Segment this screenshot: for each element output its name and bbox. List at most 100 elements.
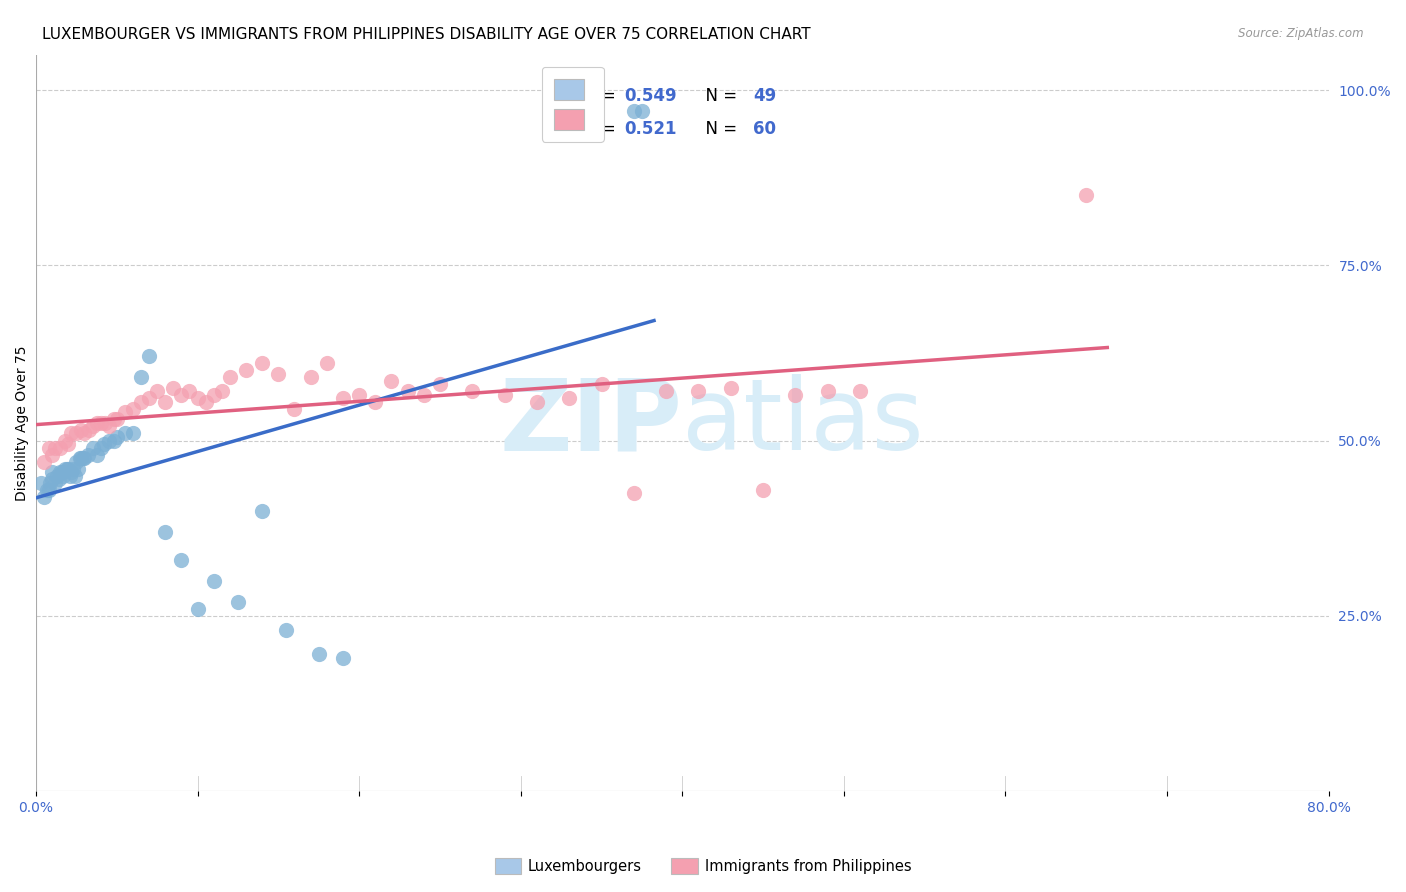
Point — [114, 405, 136, 419]
Point — [53, 434, 76, 448]
Text: atlas: atlas — [682, 375, 924, 472]
Point — [785, 388, 807, 402]
Text: R =: R = — [585, 120, 621, 137]
Point — [46, 468, 69, 483]
Point — [69, 450, 91, 465]
Point — [122, 426, 145, 441]
Text: N =: N = — [695, 87, 742, 105]
Point — [194, 395, 217, 409]
Point — [41, 448, 63, 462]
Text: 60: 60 — [754, 120, 776, 137]
Point — [49, 465, 72, 479]
Point — [62, 461, 84, 475]
Point — [179, 384, 201, 399]
Point — [461, 384, 484, 399]
Point — [186, 392, 208, 406]
Point — [226, 595, 249, 609]
Point — [155, 395, 177, 409]
Point — [94, 416, 117, 430]
Point — [73, 450, 96, 465]
Legend: , : , — [541, 67, 603, 142]
Point — [218, 370, 240, 384]
Point — [276, 623, 298, 637]
Point — [114, 426, 136, 441]
Point — [146, 384, 169, 399]
Point — [38, 483, 60, 497]
Point — [332, 650, 354, 665]
Y-axis label: Disability Age Over 75: Disability Age Over 75 — [15, 345, 30, 500]
Point — [93, 437, 115, 451]
Point — [60, 465, 83, 479]
Point — [65, 426, 87, 441]
Point — [103, 412, 125, 426]
Point — [412, 388, 434, 402]
Point — [155, 524, 177, 539]
Point — [63, 468, 86, 483]
Point — [48, 472, 70, 486]
Point — [299, 370, 322, 384]
Point — [51, 465, 73, 479]
Point — [86, 416, 108, 430]
Point — [38, 441, 60, 455]
Point — [526, 395, 548, 409]
Point — [70, 450, 93, 465]
Point — [77, 423, 100, 437]
Point — [60, 426, 83, 441]
Point — [44, 441, 66, 455]
Point — [817, 384, 839, 399]
Point — [250, 356, 273, 370]
Text: 0.521: 0.521 — [624, 120, 676, 137]
Point — [308, 647, 330, 661]
Point — [44, 475, 66, 490]
Point — [82, 441, 104, 455]
Point — [32, 454, 55, 468]
Point — [186, 601, 208, 615]
Point — [129, 370, 152, 384]
Point — [283, 401, 305, 416]
Point — [58, 461, 80, 475]
Point — [623, 486, 645, 500]
Point — [429, 377, 451, 392]
Point — [97, 434, 120, 448]
Point — [347, 388, 370, 402]
Point — [39, 475, 62, 490]
Point — [105, 430, 128, 444]
Point — [752, 483, 775, 497]
Point — [623, 104, 645, 119]
Point — [202, 574, 225, 588]
Point — [53, 461, 76, 475]
Point — [41, 465, 63, 479]
Text: R =: R = — [585, 87, 621, 105]
Point — [122, 401, 145, 416]
Point — [170, 388, 193, 402]
Point — [250, 503, 273, 517]
Point — [720, 381, 742, 395]
Text: Source: ZipAtlas.com: Source: ZipAtlas.com — [1239, 27, 1364, 40]
Point — [37, 483, 59, 497]
Point — [364, 395, 387, 409]
Point — [688, 384, 710, 399]
Point — [72, 450, 94, 465]
Point — [494, 388, 516, 402]
Point — [315, 356, 337, 370]
Point — [655, 384, 678, 399]
Point — [380, 374, 402, 388]
Point — [235, 363, 257, 377]
Point — [267, 367, 290, 381]
Point — [86, 448, 108, 462]
Point — [202, 388, 225, 402]
Point — [103, 434, 125, 448]
Point — [55, 461, 77, 475]
Point — [49, 441, 72, 455]
Point — [90, 441, 112, 455]
Point — [70, 423, 93, 437]
Point — [138, 350, 160, 364]
Point — [170, 552, 193, 566]
Point — [66, 461, 89, 475]
Point — [1076, 188, 1098, 202]
Text: ZIP: ZIP — [499, 375, 682, 472]
Point — [90, 416, 112, 430]
Text: LUXEMBOURGER VS IMMIGRANTS FROM PHILIPPINES DISABILITY AGE OVER 75 CORRELATION C: LUXEMBOURGER VS IMMIGRANTS FROM PHILIPPI… — [42, 27, 811, 42]
Point — [558, 392, 581, 406]
Point — [52, 468, 75, 483]
